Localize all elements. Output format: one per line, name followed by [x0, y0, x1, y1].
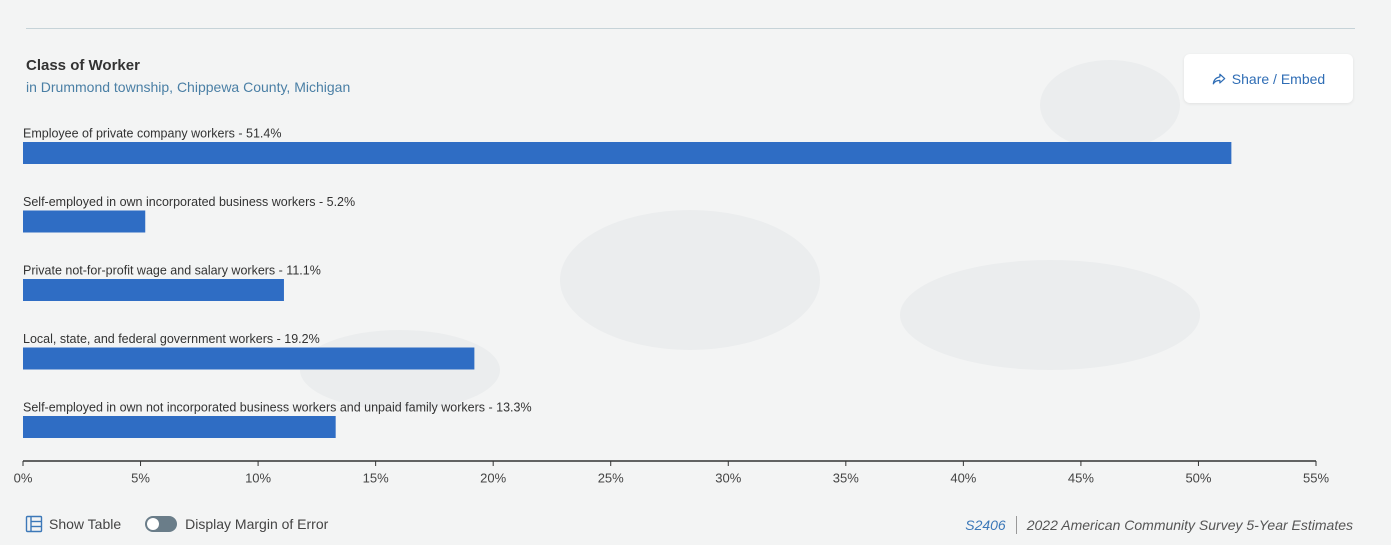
chart-title: Class of Worker [26, 57, 140, 74]
bar [23, 416, 336, 438]
bar-label: Private not-for-profit wage and salary w… [23, 263, 321, 277]
share-embed-button[interactable]: Share / Embed [1184, 54, 1353, 103]
x-tick-label: 55% [1303, 470, 1329, 485]
top-divider [26, 28, 1355, 29]
margin-of-error-toggle[interactable]: Display Margin of Error [145, 516, 328, 532]
x-tick-label: 15% [363, 470, 389, 485]
bar [23, 347, 475, 370]
bar [23, 210, 146, 233]
background-shape [300, 330, 500, 410]
bar-label: Employee of private company workers - 51… [23, 126, 281, 140]
share-embed-label: Share / Embed [1231, 70, 1326, 87]
table-icon [25, 515, 43, 533]
x-tick-label: 0% [14, 470, 33, 485]
share-icon [1212, 73, 1226, 84]
x-tick-label: 45% [1068, 470, 1094, 485]
bar-label: Local, state, and federal government wor… [23, 332, 320, 346]
chart-subtitle: in Drummond township, Chippewa County, M… [26, 79, 351, 95]
table-id-link[interactable]: S2406 [965, 517, 1006, 533]
show-table-button[interactable]: Show Table [25, 515, 121, 533]
footer-separator [1015, 516, 1017, 534]
x-tick-label: 25% [598, 470, 624, 485]
bar-label: Self-employed in own not incorporated bu… [23, 400, 532, 414]
x-tick-label: 20% [480, 470, 506, 485]
x-tick-label: 50% [1185, 470, 1211, 485]
x-tick-label: 35% [833, 470, 859, 485]
show-table-label: Show Table [49, 516, 122, 532]
bar [23, 142, 1232, 164]
background-shape [560, 210, 820, 350]
x-tick-label: 5% [131, 470, 150, 485]
background-shape [1040, 60, 1180, 150]
x-tick-label: 40% [950, 470, 976, 485]
source-label: 2022 American Community Survey 5-Year Es… [1026, 517, 1353, 533]
bar-label: Self-employed in own incorporated busine… [23, 195, 355, 209]
background-shape [900, 260, 1200, 370]
toggle-switch[interactable] [145, 516, 178, 532]
bar [23, 279, 284, 301]
x-tick-label: 10% [245, 470, 271, 485]
x-tick-label: 30% [715, 470, 741, 485]
margin-of-error-label: Display Margin of Error [185, 516, 329, 532]
